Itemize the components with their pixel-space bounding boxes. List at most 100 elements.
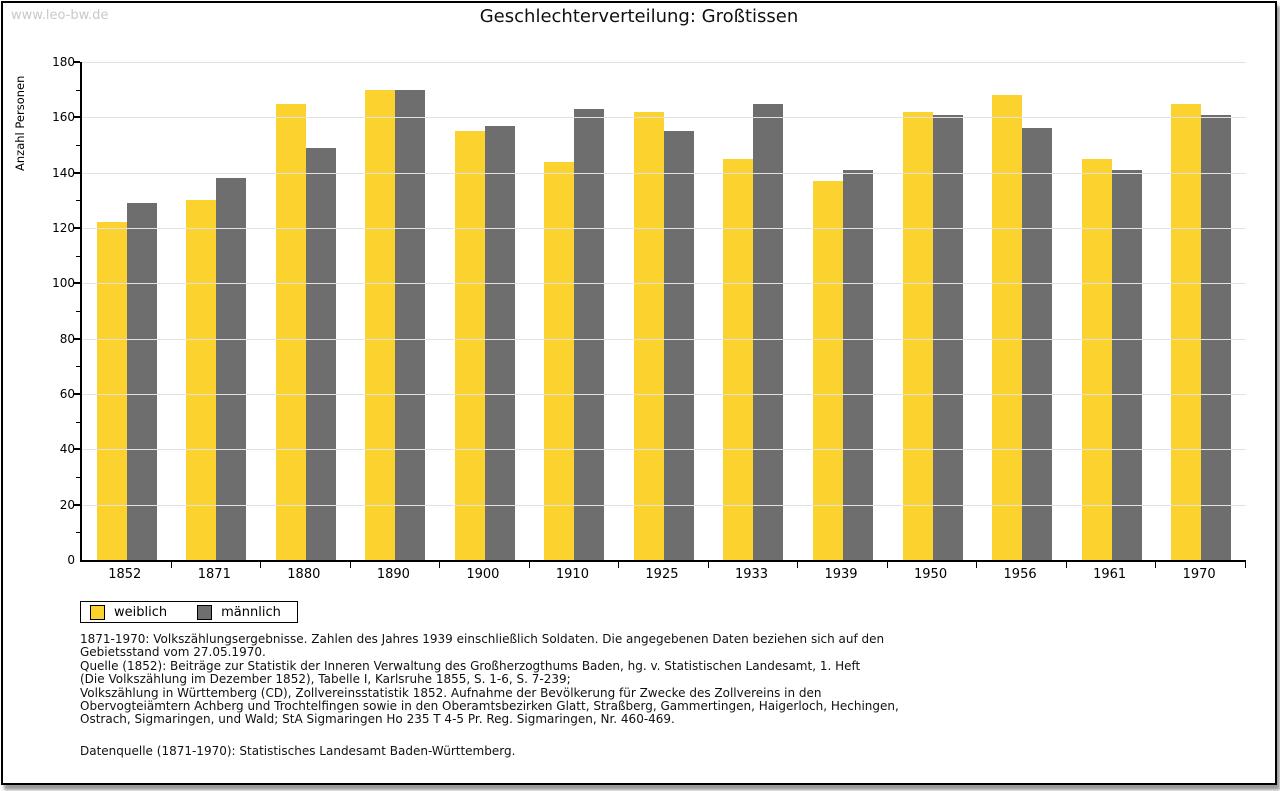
minor-tick-10 [76, 532, 80, 534]
watermark: www.leo-bw.de [11, 8, 109, 23]
bar-männlich-1880 [305, 147, 336, 560]
bar-group-1933 [709, 62, 799, 560]
bar-weiblich-1970 [1171, 103, 1202, 560]
x-tick-label-1970: 1970 [1182, 567, 1216, 582]
y-tick-label-20: 20 [59, 497, 75, 512]
chart-title: Geschlechterverteilung: Großtissen [479, 6, 799, 27]
bar-weiblich-1871 [186, 200, 217, 560]
bar-männlich-1970 [1201, 114, 1232, 560]
x-tick-4 [439, 560, 441, 568]
gridline-160 [82, 117, 1246, 119]
legend-swatch-weiblich [90, 604, 105, 620]
gridline-40 [82, 449, 1246, 451]
gridline-20 [82, 504, 1246, 506]
x-tick-label-1852: 1852 [108, 567, 142, 582]
bar-weiblich-1900 [454, 131, 485, 560]
minor-tick-170 [76, 89, 80, 91]
x-tick-9 [886, 560, 888, 568]
legend-item-männlich: männlich [197, 604, 281, 620]
bar-group-1900 [440, 62, 530, 560]
x-tick-5 [528, 560, 530, 568]
legend-item-weiblich: weiblich [90, 604, 168, 620]
x-tick-label-1900: 1900 [466, 567, 500, 582]
gridline-100 [82, 283, 1246, 285]
bar-weiblich-1939 [813, 180, 844, 560]
minor-tick-50 [76, 421, 80, 423]
bar-weiblich-1956 [992, 95, 1023, 560]
major-tick-40 [73, 448, 80, 451]
note-line: 1871-1970: Volkszählungsergebnisse. Zahl… [80, 632, 885, 646]
minor-tick-30 [76, 477, 80, 479]
bar-männlich-1939 [843, 169, 874, 560]
y-tick-label-40: 40 [59, 442, 75, 457]
x-tick-label-1871: 1871 [197, 567, 231, 582]
minor-tick-130 [76, 200, 80, 202]
bar-group-1852 [82, 62, 172, 560]
x-tick-label-1890: 1890 [376, 567, 410, 582]
x-tick-2 [260, 560, 262, 568]
bar-männlich-1933 [753, 103, 784, 560]
bar-männlich-1961 [1111, 169, 1142, 560]
bar-männlich-1956 [1022, 128, 1053, 560]
x-tick-12 [1155, 560, 1157, 568]
notes-block: 1871-1970: Volkszählungsergebnisse. Zahl… [80, 632, 899, 727]
major-tick-80 [73, 337, 80, 340]
y-tick-label-0: 0 [67, 553, 75, 567]
x-tick-1 [170, 560, 172, 568]
bar-männlich-1852 [126, 203, 157, 560]
x-tick-8 [797, 560, 799, 568]
x-tick-label-1961: 1961 [1093, 567, 1127, 582]
data-source-line: Datenquelle (1871-1970): Statistisches L… [80, 744, 516, 758]
note-line: Gebietsstand vom 27.05.1970. [80, 645, 266, 660]
y-tick-label-180: 180 [52, 55, 75, 69]
x-tick-label-1956: 1956 [1003, 567, 1037, 582]
bar-group-1910 [530, 62, 620, 560]
major-tick-160 [73, 116, 80, 119]
y-tick-label-100: 100 [52, 276, 75, 291]
bar-weiblich-1890 [365, 89, 396, 560]
note-line: Quelle (1852): Beiträge zur Statistik de… [80, 658, 861, 673]
bar-group-1950 [888, 62, 978, 560]
bar-group-1970 [1156, 62, 1246, 560]
bar-group-1939 [798, 62, 888, 560]
x-tick-label-1925: 1925 [645, 567, 679, 582]
x-tick-10 [976, 560, 978, 568]
x-tick-label-1910: 1910 [555, 567, 589, 582]
bar-weiblich-1925 [633, 111, 664, 560]
x-tick-6 [618, 560, 620, 568]
major-tick-20 [73, 503, 80, 506]
major-tick-180 [73, 61, 80, 63]
major-tick-60 [73, 393, 80, 396]
note-line: Ostrach, Sigmaringen, und Wald; StA Sigm… [80, 712, 675, 727]
minor-tick-110 [76, 255, 80, 257]
bar-group-1925 [619, 62, 709, 560]
plot-area [73, 61, 1246, 568]
bar-group-1871 [172, 62, 262, 560]
note-line: (Die Volkszählung im Dezember 1852), Tab… [80, 672, 571, 687]
legend-label-weiblich: weiblich [114, 604, 168, 620]
minor-tick-90 [76, 311, 80, 312]
bar-weiblich-1950 [902, 111, 933, 560]
x-tick-7 [707, 560, 709, 568]
x-tick-11 [1065, 560, 1067, 568]
bar-männlich-1871 [216, 178, 247, 560]
y-tick-label-140: 140 [52, 165, 75, 180]
bar-weiblich-1933 [723, 158, 754, 560]
major-tick-120 [73, 227, 80, 230]
legend-swatch-männlich [197, 604, 213, 620]
gridline-140 [82, 172, 1246, 174]
y-tick-label-160: 160 [52, 110, 75, 125]
note-line: Obervogteiämtern Achberg und Trochtelfin… [80, 699, 899, 714]
bar-weiblich-1852 [96, 222, 127, 560]
minor-tick-70 [76, 366, 80, 368]
x-tick-13 [1245, 560, 1246, 568]
x-tick-label-1933: 1933 [734, 567, 769, 582]
bar-männlich-1925 [663, 131, 694, 560]
bar-weiblich-1961 [1081, 158, 1112, 560]
x-axis-tick-labels: 1852 1871 1880 1890 1900 1910 1925 1933 1939 1950… [80, 567, 1244, 582]
x-tick-label-1880: 1880 [287, 567, 321, 582]
bar-männlich-1890 [395, 89, 426, 560]
bar-männlich-1900 [484, 125, 515, 560]
y-tick-label-80: 80 [59, 331, 75, 346]
legend: weiblich männlich [80, 601, 298, 623]
